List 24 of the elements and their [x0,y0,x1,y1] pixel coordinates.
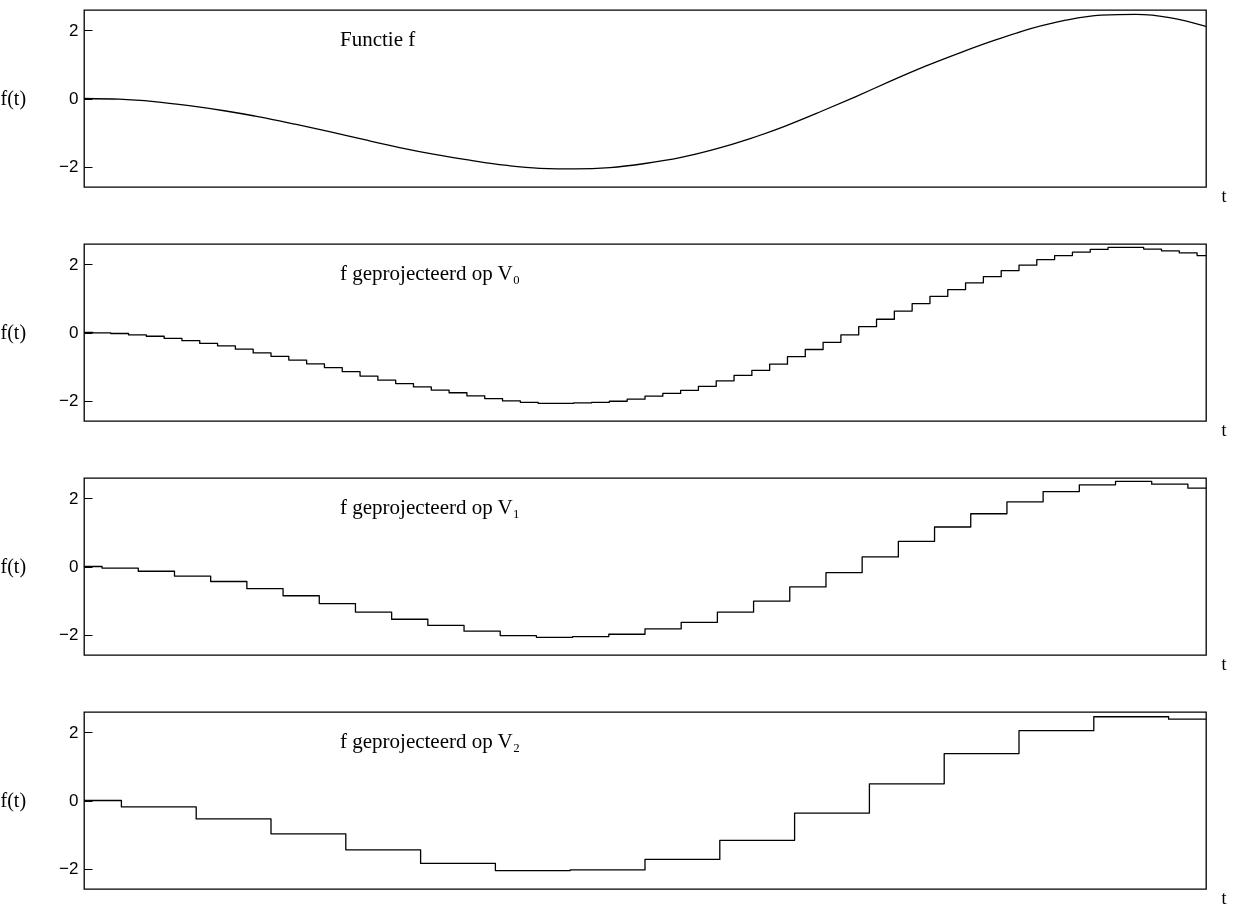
y-tick-label: 0 [69,323,79,342]
y-tick-label: −2 [59,391,79,411]
x-axis-title: t [1221,887,1227,908]
x-axis-title: t [1221,653,1227,674]
text: f geprojecteerd op V₂ [340,729,521,753]
y-tick-label: 0 [69,89,79,108]
x-axis-title: t [1221,419,1227,440]
y-axis-title: f(t) [0,789,27,812]
y-tick-label: 0 [69,557,79,576]
y-axis-title: f(t) [0,321,27,344]
x-axis-title: t [1221,185,1227,206]
y-tick-label: −2 [59,859,79,879]
y-tick-label: 2 [69,254,79,274]
y-tick-label: 2 [69,722,79,742]
y-tick-label: 2 [69,488,79,508]
y-axis-title: f(t) [0,87,27,110]
text: Functie f [340,27,416,51]
y-tick-label: 2 [69,20,79,40]
y-axis-title: f(t) [0,555,27,578]
y-tick-label: −2 [59,157,79,177]
y-tick-label: −2 [59,625,79,645]
text: f geprojecteerd op V₁ [340,495,521,519]
y-tick-label: 0 [69,791,79,810]
text: f geprojecteerd op V₀ [340,261,521,285]
